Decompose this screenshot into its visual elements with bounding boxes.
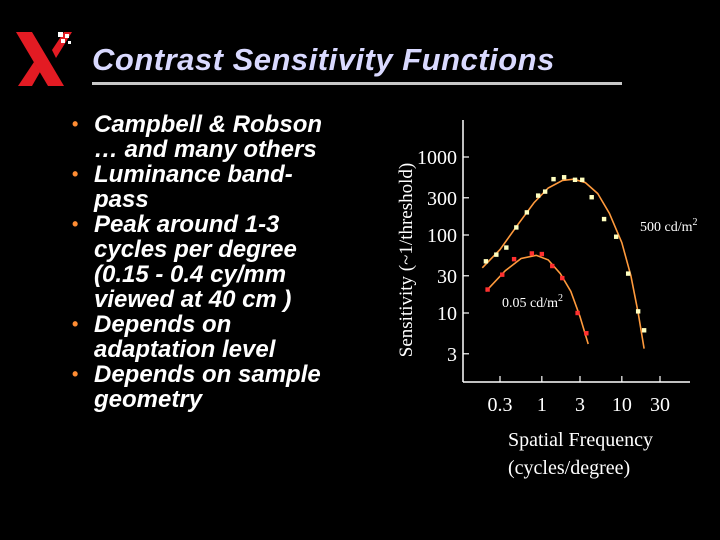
series-label-005-sup: 2 — [558, 293, 563, 304]
series-label-500-sup: 2 — [693, 217, 698, 228]
data-point-series-0 — [483, 259, 489, 264]
bullet-line: Depends on sample — [94, 361, 321, 388]
data-point-series-0 — [613, 234, 619, 239]
bullet-line: Campbell & Robson — [94, 111, 323, 138]
data-point-series-1 — [485, 287, 490, 292]
series-label-005: 0.05 cd/m2 — [502, 293, 563, 311]
data-point-series-1 — [500, 272, 505, 277]
bullet-line: Luminance band- — [94, 161, 293, 188]
data-point-series-1 — [550, 263, 555, 269]
bullet-item: • Peak around 1-3 cycles per degree (0.15 -… — [70, 212, 380, 312]
data-point-series-0 — [551, 176, 556, 182]
bullet-line: (0.15 - 0.4 cy/mm — [94, 261, 287, 288]
x-tick-label: 0.3 — [488, 394, 513, 416]
data-point-series-0 — [561, 175, 567, 180]
data-point-series-0 — [580, 177, 585, 183]
data-points — [483, 175, 647, 336]
data-point-series-0 — [542, 189, 548, 194]
series-label-500-base: 500 cd/m — [640, 220, 693, 235]
y-tick-labels: 1000 300 100 30 10 3 — [417, 147, 457, 366]
series-label-500: 500 cd/m2 — [640, 217, 698, 235]
fit-curve-series-0 — [481, 178, 645, 349]
data-point-series-0 — [572, 177, 578, 183]
y-tick-label: 1000 — [417, 147, 457, 169]
x-axis-label-line-1: Spatial Frequency — [508, 429, 653, 451]
bullet-dot-icon: • — [72, 364, 79, 384]
y-axis-label: Sensitivity (~1/threshold) — [396, 163, 417, 357]
x-axis-label-line-2: (cycles/degree) — [508, 457, 630, 479]
bullet-dot-icon: • — [72, 214, 79, 234]
data-point-series-0 — [641, 328, 647, 333]
x-tick-label: 3 — [575, 394, 585, 416]
data-point-series-0 — [535, 193, 541, 198]
bullet-dot-icon: • — [72, 114, 79, 134]
data-point-series-1 — [560, 275, 565, 281]
bullet-dot-icon: • — [72, 164, 79, 184]
y-tick-label: 100 — [427, 225, 457, 247]
data-point-series-0 — [625, 271, 631, 276]
chart-axes — [462, 120, 690, 383]
title-divider — [92, 82, 622, 85]
data-point-series-0 — [524, 210, 530, 215]
bullet-item: • Depends on sample geometry — [70, 362, 380, 412]
data-point-series-1 — [511, 256, 517, 262]
bullet-item: • Depends on adaptation level — [70, 312, 380, 362]
bullet-line: geometry — [94, 386, 203, 413]
bullet-dot-icon: • — [72, 314, 79, 334]
bullet-list: • Campbell & Robson… and many others • Lum… — [70, 112, 380, 412]
fit-curves — [481, 178, 645, 349]
fit-curve-series-1 — [485, 254, 589, 345]
x-tick-label: 30 — [650, 394, 670, 416]
data-point-series-0 — [514, 225, 519, 230]
bullet-item: • Campbell & Robson… and many others — [70, 112, 380, 162]
data-point-series-1 — [575, 310, 580, 316]
series-label-005-base: 0.05 cd/m — [502, 296, 558, 311]
bullet-line: pass — [94, 186, 149, 213]
data-point-series-0 — [494, 252, 499, 257]
bullet-item: • Luminance band-pass — [70, 162, 380, 212]
bullet-line: Depends on — [94, 311, 232, 338]
data-point-series-1 — [539, 251, 545, 257]
x-tick-labels: 0.3 1 3 10 30 — [488, 394, 671, 416]
bullet-line: Peak around 1-3 — [94, 211, 280, 238]
data-point-series-0 — [601, 216, 607, 222]
bullet-line: cycles per degree — [94, 236, 297, 263]
slide-title: Contrast Sensitivity Functions — [92, 42, 555, 77]
data-point-series-0 — [504, 245, 509, 250]
bullet-line: viewed at 40 cm ) — [94, 286, 292, 313]
xerox-x-logo-icon — [16, 32, 72, 86]
y-tick-label: 10 — [437, 303, 457, 325]
data-point-series-1 — [584, 331, 589, 336]
y-tick-label: 30 — [437, 266, 457, 288]
y-tick-label: 3 — [447, 344, 457, 366]
x-tick-label: 10 — [612, 394, 632, 416]
data-point-series-1 — [529, 251, 535, 256]
x-tick-label: 1 — [537, 394, 547, 416]
bullet-line: … and many others — [94, 136, 317, 163]
bullet-line: adaptation level — [94, 336, 276, 363]
y-tick-label: 300 — [427, 188, 457, 210]
data-point-series-0 — [635, 309, 641, 314]
data-point-series-0 — [589, 195, 594, 200]
